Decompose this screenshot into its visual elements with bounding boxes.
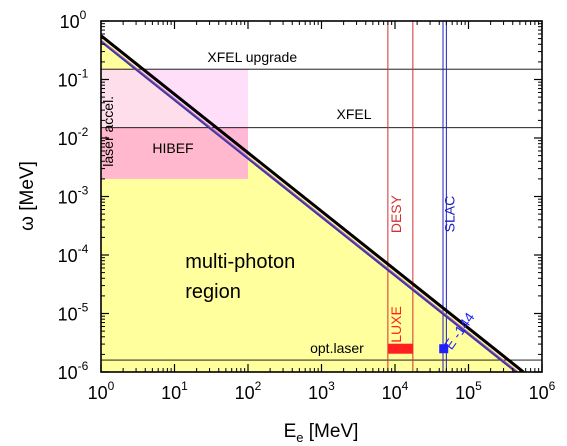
slac-label: SLAC (442, 196, 458, 233)
series-line-1 (101, 34, 525, 372)
e-144-marker (439, 344, 449, 354)
y-tick-label: 10-5 (58, 301, 89, 325)
laser-accel-label: laser accel. (100, 96, 116, 167)
x-tick-label: 105 (455, 379, 482, 403)
series-line-3 (101, 39, 520, 372)
laser-accel-region (101, 69, 248, 179)
opt-laser-label: opt.laser (310, 340, 364, 356)
multi-photon-region-label: multi-photon region (185, 251, 295, 303)
x-tick-label: 106 (529, 379, 556, 403)
x-tick-label: 101 (161, 379, 188, 403)
luxe-marker (387, 343, 413, 354)
x-tick-label: 102 (235, 379, 262, 403)
y-tick-label: 10-1 (58, 67, 89, 91)
y-tick-label: 10-4 (58, 242, 89, 266)
desy-label: DESY (388, 194, 404, 233)
y-tick-label: 10-2 (58, 125, 89, 149)
x-axis-title: Ee [MeV] (284, 421, 359, 445)
multi-photon-region-region (101, 35, 524, 372)
x-tick-label: 104 (382, 379, 409, 403)
hibef-label: HIBEF (152, 140, 193, 156)
xfel-label: XFEL (337, 106, 372, 122)
y-tick-label: 10-6 (58, 359, 89, 383)
y-axis-title: ω [MeV] (17, 161, 38, 231)
hibef-region (101, 127, 248, 179)
x-tick-label: 103 (308, 379, 335, 403)
y-tick-label: 10-3 (58, 184, 89, 208)
luxe-label: LUXE (388, 306, 404, 343)
xfel-upgrade-label: XFEL upgrade (207, 49, 297, 65)
series-line-2 (101, 40, 519, 372)
y-tick-label: 100 (60, 8, 87, 32)
x-tick-label: 100 (88, 379, 115, 403)
